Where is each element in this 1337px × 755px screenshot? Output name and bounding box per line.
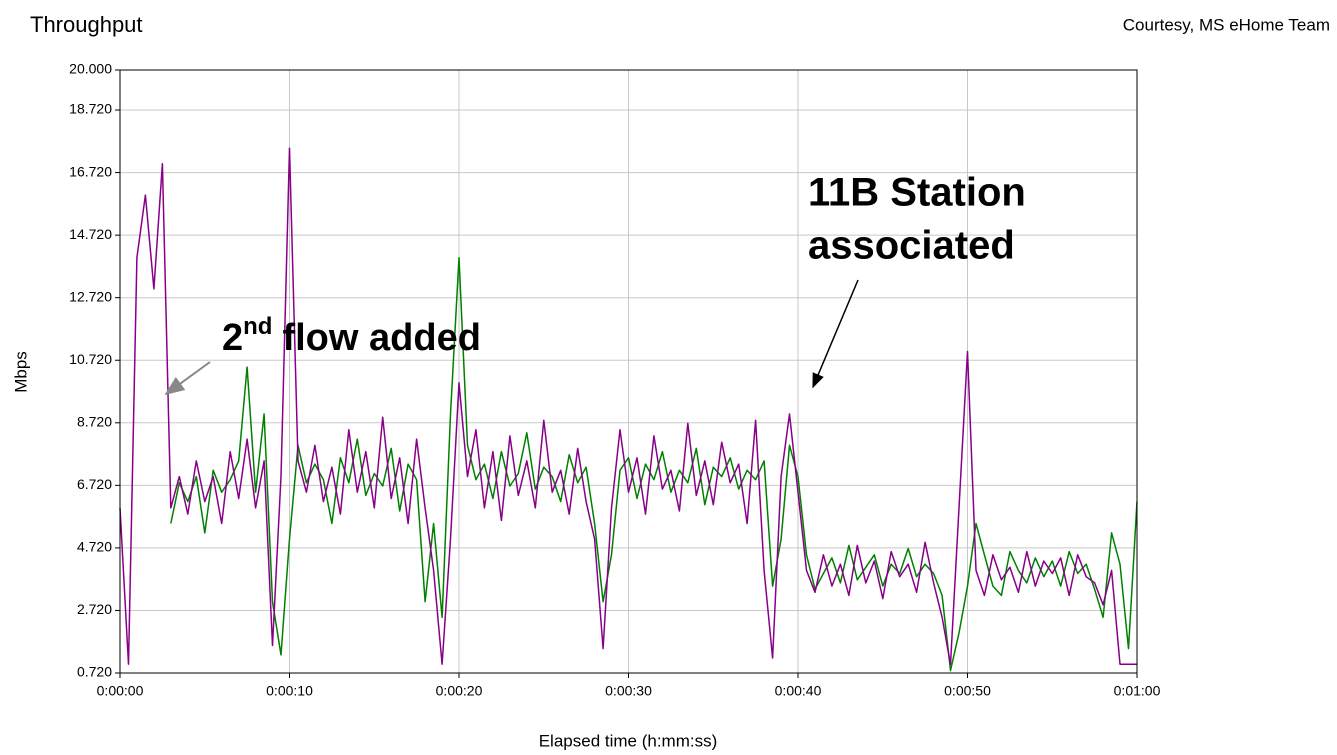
annotation-part: nd: [243, 313, 272, 340]
y-tick-label: 16.720: [69, 163, 112, 179]
y-tick-label: 6.720: [77, 476, 112, 492]
arrow: [164, 361, 211, 396]
annotation-part: flow added: [282, 317, 480, 359]
y-axis-label: Mbps: [11, 351, 30, 393]
y-tick-label: 20.000: [69, 61, 112, 77]
series-line: [170, 256, 1138, 672]
annotation: 2nd flow added: [222, 313, 481, 359]
x-tick-label: 0:00:50: [944, 683, 991, 699]
x-tick-label: 0:00:00: [97, 683, 144, 699]
x-tick-label: 0:00:10: [266, 683, 313, 699]
y-tick-label: 8.720: [77, 413, 112, 429]
x-tick-label: 0:00:30: [605, 683, 652, 699]
credit: Courtesy, MS eHome Team: [1123, 15, 1330, 34]
y-tick-label: 18.720: [69, 101, 112, 117]
y-tick-label: 14.720: [69, 226, 112, 242]
y-tick-label: 2.720: [77, 601, 112, 617]
x-tick-label: 0:00:40: [775, 683, 822, 699]
annotation-part: 2: [222, 317, 243, 359]
y-tick-label: 12.720: [69, 288, 112, 304]
y-tick-label: 4.720: [77, 539, 112, 555]
x-tick-label: 0:00:20: [436, 683, 483, 699]
x-axis-label: Elapsed time (h:mm:ss): [539, 731, 718, 750]
annotation: 11B Station: [808, 171, 1026, 215]
arrow: [812, 279, 859, 389]
annotation: associated: [808, 224, 1015, 268]
y-tick-label: 0.720: [77, 664, 112, 680]
grid: [119, 69, 1138, 674]
chart-title: Throughput: [30, 12, 143, 37]
lines: [119, 147, 1138, 672]
series-line: [119, 147, 1137, 665]
y-tick-label: 10.720: [69, 351, 112, 367]
x-tick-label: 0:01:00: [1114, 683, 1161, 699]
